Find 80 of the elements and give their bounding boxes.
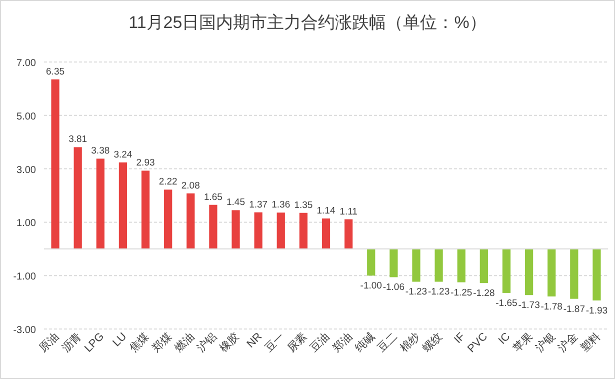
- x-tick-label: 焦煤: [128, 330, 152, 355]
- x-tick-label: 沪金: [556, 330, 580, 355]
- bar: [390, 248, 398, 278]
- x-tick-label: 豆二: [376, 330, 400, 355]
- bar: [480, 248, 488, 284]
- x-tick-label: 沪银: [532, 330, 558, 355]
- bar: [367, 248, 376, 276]
- bar: [344, 219, 353, 249]
- bar: [164, 190, 172, 249]
- data-label: 2.22: [158, 176, 178, 188]
- data-label: -1.25: [450, 287, 472, 298]
- data-label: 3.81: [68, 134, 88, 146]
- x-tick-label: 豆油: [307, 330, 332, 355]
- bar: [502, 248, 511, 293]
- data-label: 2.93: [136, 158, 155, 169]
- bar: [412, 248, 420, 282]
- bar: [51, 79, 60, 249]
- y-tick-label: 1.00: [16, 218, 36, 230]
- bar: [232, 210, 240, 249]
- data-label: 1.65: [204, 192, 222, 203]
- x-tick-label: 郑油: [330, 330, 355, 355]
- x-tick-label: NR: [244, 330, 264, 350]
- bar: [96, 158, 104, 249]
- x-tick-label: 沥青: [59, 330, 84, 355]
- x-tick-label: 尿素: [284, 330, 310, 355]
- data-label: -1.00: [360, 280, 382, 292]
- data-label: -1.87: [563, 304, 585, 315]
- bar: [186, 193, 195, 249]
- data-label: -1.28: [473, 288, 495, 300]
- data-label: 1.35: [294, 200, 313, 211]
- x-tick-label: 原油: [36, 330, 62, 355]
- x-tick-label: 豆一: [262, 330, 287, 355]
- data-label: 1.36: [272, 200, 290, 211]
- bar: [209, 204, 218, 249]
- x-tick-label: 棉纱: [398, 330, 422, 355]
- x-tick-label: 橡胶: [217, 330, 242, 355]
- data-label: -1.65: [496, 298, 518, 309]
- y-tick-label: 3.00: [16, 164, 36, 176]
- y-tick-label: -3.00: [13, 325, 36, 336]
- data-label: 3.38: [91, 146, 110, 157]
- data-label: 1.45: [226, 197, 246, 208]
- bar: [592, 248, 601, 300]
- x-tick-label: 苹果: [511, 330, 536, 355]
- bar: [570, 248, 578, 299]
- bar: [299, 212, 308, 249]
- x-tick-label: IC: [496, 330, 513, 347]
- bar: [524, 248, 534, 296]
- data-label: 1.14: [316, 205, 336, 216]
- y-tick-label: -1.00: [13, 272, 36, 283]
- chart-title: 11月25日国内期市主力合约涨跌幅（单位：%）: [128, 13, 486, 32]
- bar: [322, 218, 330, 249]
- data-label: 1.37: [249, 199, 268, 210]
- data-label: -1.93: [586, 305, 608, 316]
- bar: [548, 248, 556, 296]
- x-tick-label: 郑煤: [150, 330, 174, 355]
- bar: [276, 212, 285, 249]
- x-tick-label: 塑料: [578, 330, 603, 355]
- bar: [141, 170, 150, 249]
- data-label: -1.23: [405, 286, 428, 298]
- x-tick-label: IF: [452, 330, 468, 346]
- data-label: -1.78: [540, 301, 562, 312]
- data-label: -1.73: [518, 300, 540, 312]
- x-tick-label: 燃油: [172, 330, 197, 355]
- x-tick-label: 纯碱: [352, 330, 378, 355]
- y-tick-label: 7.00: [16, 58, 36, 69]
- y-tick-label: 5.00: [16, 111, 36, 122]
- x-tick-label: 螺纹: [420, 330, 445, 355]
- x-tick-label: LU: [110, 330, 130, 350]
- bar: [118, 162, 128, 249]
- data-label: 6.35: [46, 66, 65, 78]
- bar: [457, 248, 466, 282]
- data-label: 3.24: [114, 149, 132, 160]
- bar: [74, 147, 82, 249]
- data-label: 2.08: [181, 180, 200, 192]
- bar: [434, 248, 443, 282]
- data-label: 1.11: [340, 206, 358, 218]
- data-label: -1.06: [382, 282, 405, 294]
- x-tick-label: 沪铝: [194, 330, 220, 355]
- data-label: -1.23: [428, 286, 450, 298]
- bar: [254, 212, 262, 249]
